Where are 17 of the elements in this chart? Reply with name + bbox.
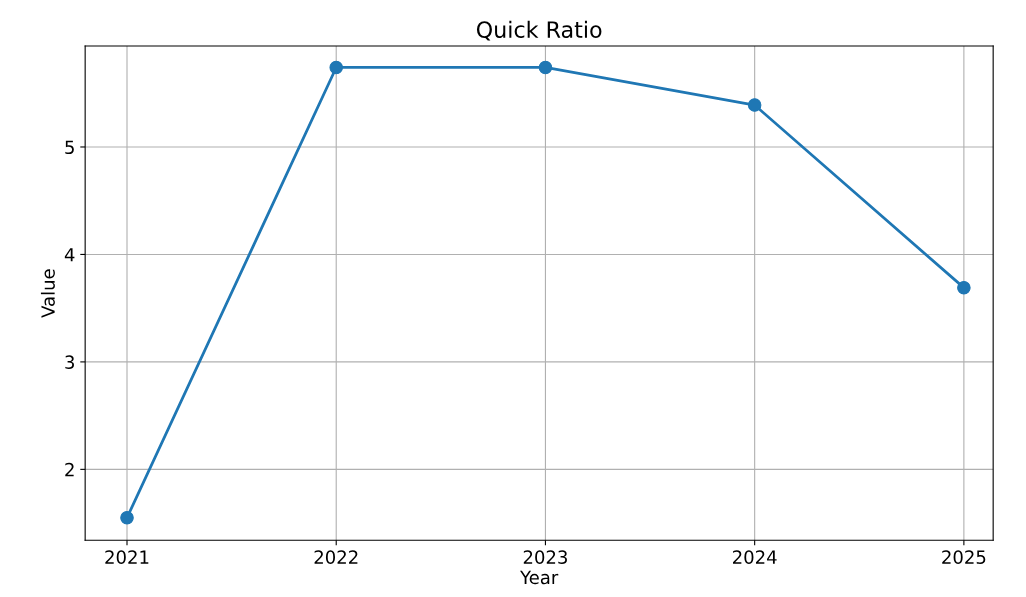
y-tick-label: 4: [64, 248, 75, 262]
x-tick-label: 2021: [105, 550, 149, 564]
chart-title: Quick Ratio: [476, 20, 602, 41]
point: [747, 98, 762, 112]
y-tick-label: 3: [65, 355, 74, 370]
y-tick-label: 5: [65, 140, 74, 155]
x-tick-label: 2024: [733, 550, 777, 564]
x-tick-label: 2025: [942, 550, 986, 564]
x-axis-title: Year: [520, 570, 559, 585]
point: [957, 280, 971, 295]
y-axis-title: Value: [40, 269, 55, 318]
point: [120, 510, 134, 525]
y-tick-label: 2: [65, 462, 74, 477]
x-tick-label: 2022: [314, 550, 358, 564]
point: [538, 60, 553, 75]
x-tick-label: 2023: [523, 550, 567, 564]
point: [329, 60, 343, 75]
